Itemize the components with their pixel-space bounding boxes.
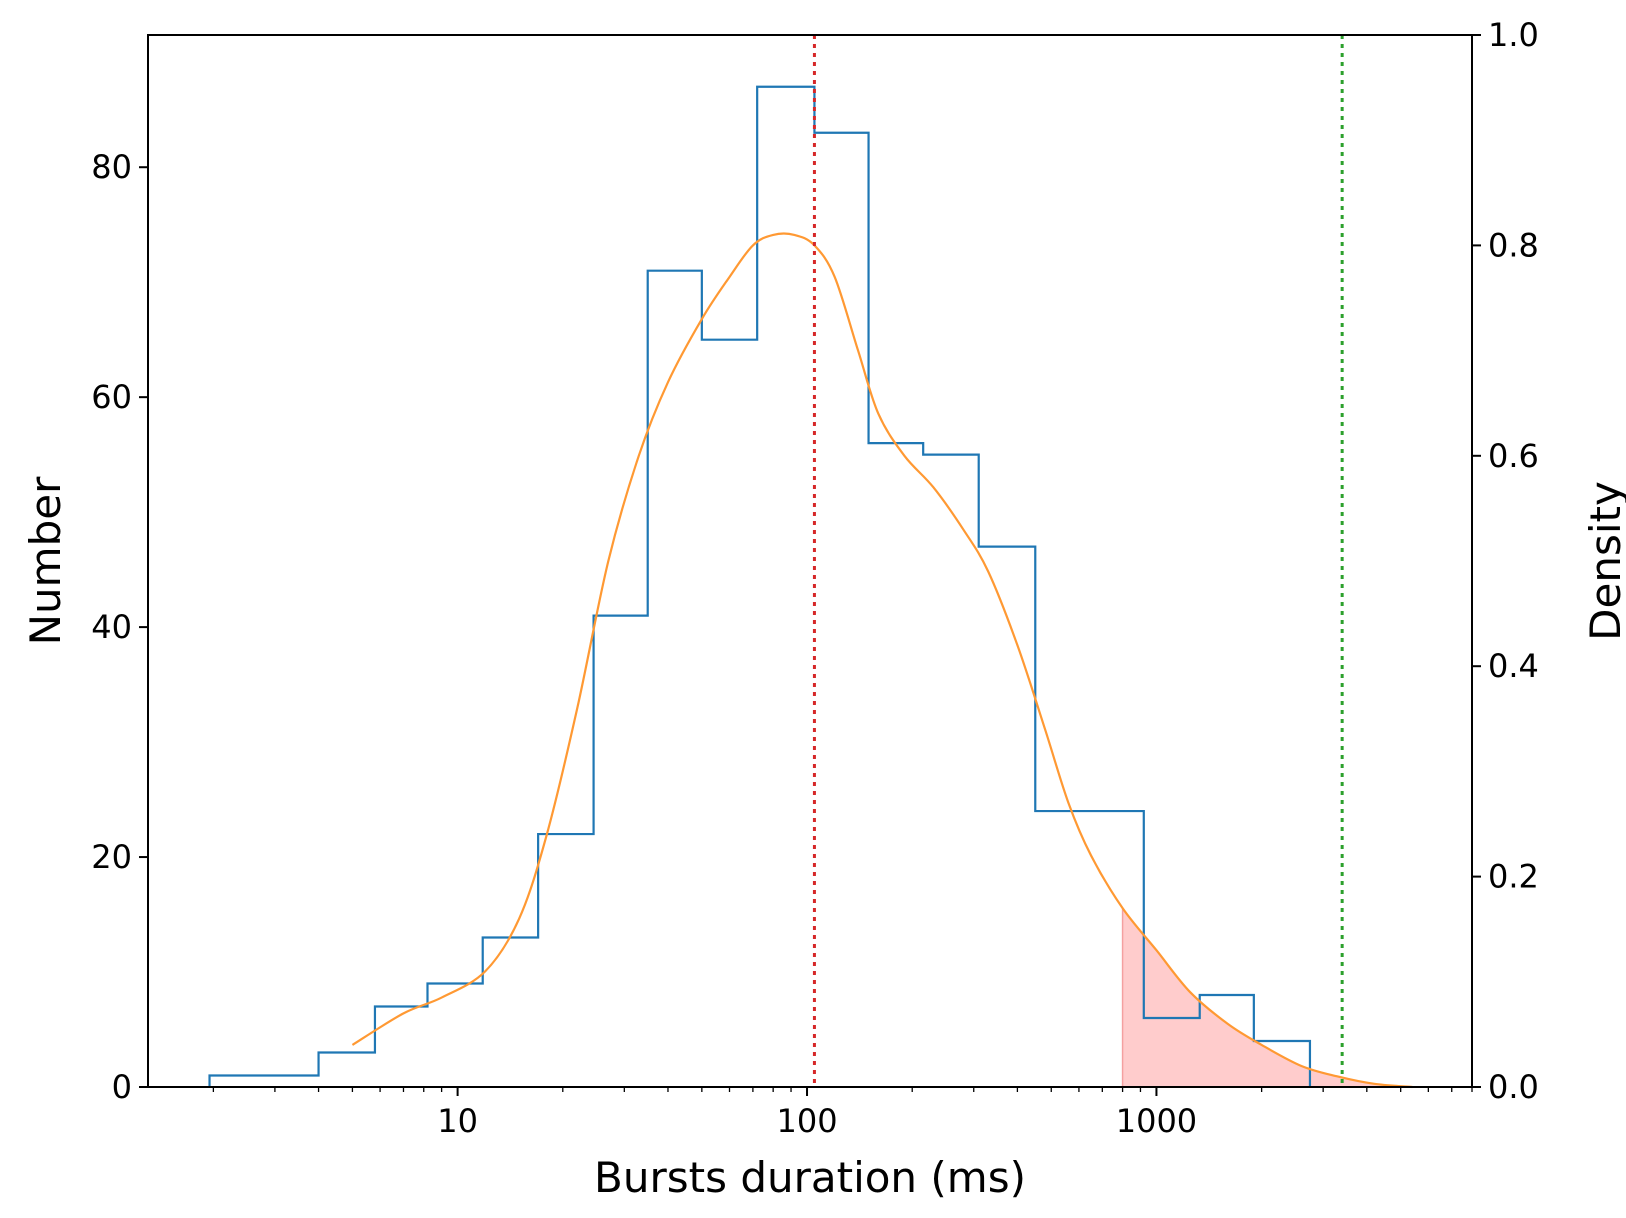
y-tick-label: 80: [91, 148, 132, 186]
reference-lines: [812, 35, 1344, 1087]
y-tick-label: 0: [112, 1068, 132, 1106]
histogram-bar: [869, 443, 924, 1087]
histogram-bar: [702, 340, 757, 1087]
y2-tick-label: 0.4: [1488, 647, 1539, 685]
x-axis-ticks: 10 100 1000: [212, 1087, 1473, 1140]
histogram-bar: [1035, 811, 1091, 1087]
y-tick-label: 60: [91, 378, 132, 416]
histogram-bar: [814, 133, 868, 1087]
y-tick-label: 40: [91, 608, 132, 646]
plot-frame: [147, 34, 1473, 1088]
histogram-bar: [1144, 1018, 1200, 1087]
shaded-area: [1122, 908, 1413, 1087]
histogram-bar: [375, 1007, 428, 1087]
histogram-bar: [1091, 811, 1144, 1087]
y-axis-label: Number: [21, 476, 70, 645]
histogram-bar: [483, 938, 538, 1087]
histogram-bar: [538, 834, 593, 1087]
histogram-bar: [979, 547, 1036, 1087]
y-axis-ticks: 0 20 40 60 80: [91, 148, 148, 1106]
histogram-bar: [594, 616, 648, 1087]
y-tick-label: 20: [91, 838, 132, 876]
y2-tick-label: 0.8: [1488, 226, 1539, 264]
histogram-bar: [427, 984, 482, 1087]
x-tick-label: 1000: [1116, 1102, 1197, 1140]
histogram-bar: [319, 1053, 375, 1087]
y2-tick-label: 0.0: [1488, 1068, 1539, 1106]
density-curve-series: [351, 232, 1413, 1089]
y2-tick-label: 0.2: [1488, 858, 1539, 896]
histogram-outline: [208, 85, 1312, 1087]
y2-axis-label: Density: [1581, 481, 1626, 641]
y2-tick-label: 0.6: [1488, 437, 1539, 475]
x-axis-label: Bursts duration (ms): [594, 1153, 1026, 1202]
shaded-tail-region: [1121, 908, 1413, 1087]
histogram-bar: [648, 271, 702, 1087]
histogram-bar: [1254, 1041, 1310, 1087]
density-curve: [351, 232, 1413, 1089]
x-tick-label: 10: [437, 1102, 478, 1140]
x-tick-label: 100: [776, 1102, 837, 1140]
histogram-bar: [923, 455, 979, 1087]
histogram-series: [208, 85, 1312, 1087]
y2-axis-ticks: 0.0 0.2 0.4 0.6 0.8 1.0: [1472, 16, 1539, 1106]
y2-tick-label: 1.0: [1488, 16, 1539, 54]
histogram-bar: [210, 1076, 319, 1087]
